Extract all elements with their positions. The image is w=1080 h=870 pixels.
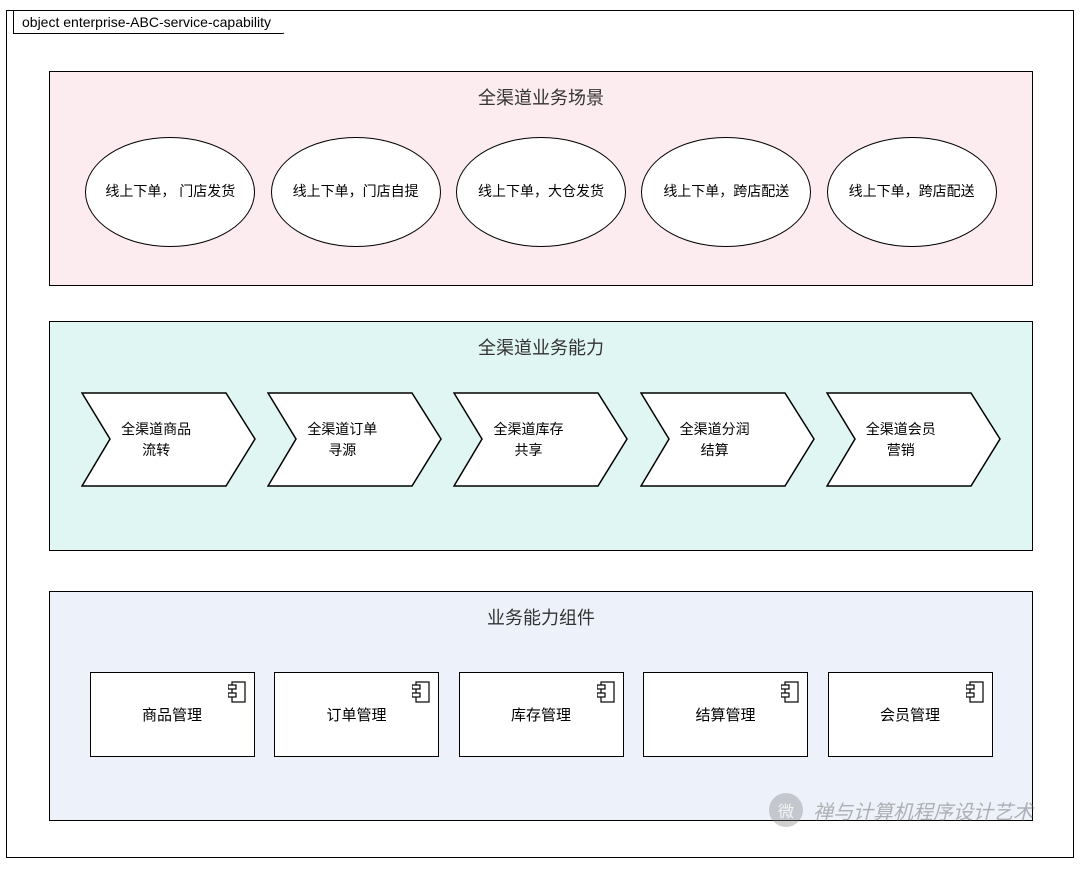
capability-chevron: 全渠道库存共享 xyxy=(453,392,628,487)
component-label: 订单管理 xyxy=(326,704,386,725)
capability-label: 全渠道商品流转 xyxy=(91,392,221,487)
scenario-label: 线上下单，跨店配送 xyxy=(663,182,789,202)
component-label: 会员管理 xyxy=(880,704,940,725)
section-components: 业务能力组件 商品管理 订单管理 库存管理 结算管理 会员管理 xyxy=(49,591,1033,821)
diagram-frame: object enterprise-ABC-service-capability… xyxy=(6,10,1074,858)
capabilities-row: 全渠道商品流转 全渠道订单寻源 全渠道库存共享 全渠道分润结算 全渠道会员营销 xyxy=(50,392,1032,487)
frame-tab-label: object enterprise-ABC-service-capability xyxy=(13,10,284,34)
scenario-label: 线上下单，大仓发货 xyxy=(478,182,604,202)
section-components-title: 业务能力组件 xyxy=(50,592,1032,630)
components-row: 商品管理 订单管理 库存管理 结算管理 会员管理 xyxy=(50,672,1032,757)
uml-component-icon xyxy=(412,681,430,703)
section-capabilities: 全渠道业务能力 全渠道商品流转 全渠道订单寻源 全渠道库存共享 全渠道分润结算 … xyxy=(49,321,1033,551)
capability-chevron: 全渠道会员营销 xyxy=(826,392,1001,487)
component-box: 商品管理 xyxy=(90,672,255,757)
uml-component-icon xyxy=(781,681,799,703)
component-box: 订单管理 xyxy=(274,672,439,757)
scenario-label: 线上下单，跨店配送 xyxy=(849,182,975,202)
component-label: 库存管理 xyxy=(511,704,571,725)
component-box: 库存管理 xyxy=(459,672,624,757)
section-scenarios-title: 全渠道业务场景 xyxy=(50,72,1032,110)
section-scenarios: 全渠道业务场景 线上下单， 门店发货 线上下单，门店自提 线上下单，大仓发货 线… xyxy=(49,71,1033,286)
scenario-ellipse: 线上下单，门店自提 xyxy=(271,137,441,247)
capability-chevron: 全渠道分润结算 xyxy=(640,392,815,487)
capability-label: 全渠道会员营销 xyxy=(836,392,966,487)
capability-chevron: 全渠道商品流转 xyxy=(81,392,256,487)
uml-component-icon xyxy=(597,681,615,703)
capability-label: 全渠道订单寻源 xyxy=(277,392,407,487)
scenario-label: 线上下单， 门店发货 xyxy=(105,182,235,202)
component-label: 结算管理 xyxy=(695,704,755,725)
scenario-ellipse: 线上下单，跨店配送 xyxy=(641,137,811,247)
uml-component-icon xyxy=(966,681,984,703)
capability-label: 全渠道库存共享 xyxy=(463,392,593,487)
component-label: 商品管理 xyxy=(142,704,202,725)
capability-label: 全渠道分润结算 xyxy=(650,392,780,487)
uml-component-icon xyxy=(228,681,246,703)
scenario-ellipse: 线上下单，跨店配送 xyxy=(827,137,997,247)
scenario-ellipse: 线上下单，大仓发货 xyxy=(456,137,626,247)
scenarios-row: 线上下单， 门店发货 线上下单，门店自提 线上下单，大仓发货 线上下单，跨店配送… xyxy=(50,137,1032,247)
scenario-ellipse: 线上下单， 门店发货 xyxy=(85,137,255,247)
section-capabilities-title: 全渠道业务能力 xyxy=(50,322,1032,360)
component-box: 结算管理 xyxy=(643,672,808,757)
scenario-label: 线上下单，门店自提 xyxy=(293,182,419,202)
capability-chevron: 全渠道订单寻源 xyxy=(267,392,442,487)
component-box: 会员管理 xyxy=(828,672,993,757)
